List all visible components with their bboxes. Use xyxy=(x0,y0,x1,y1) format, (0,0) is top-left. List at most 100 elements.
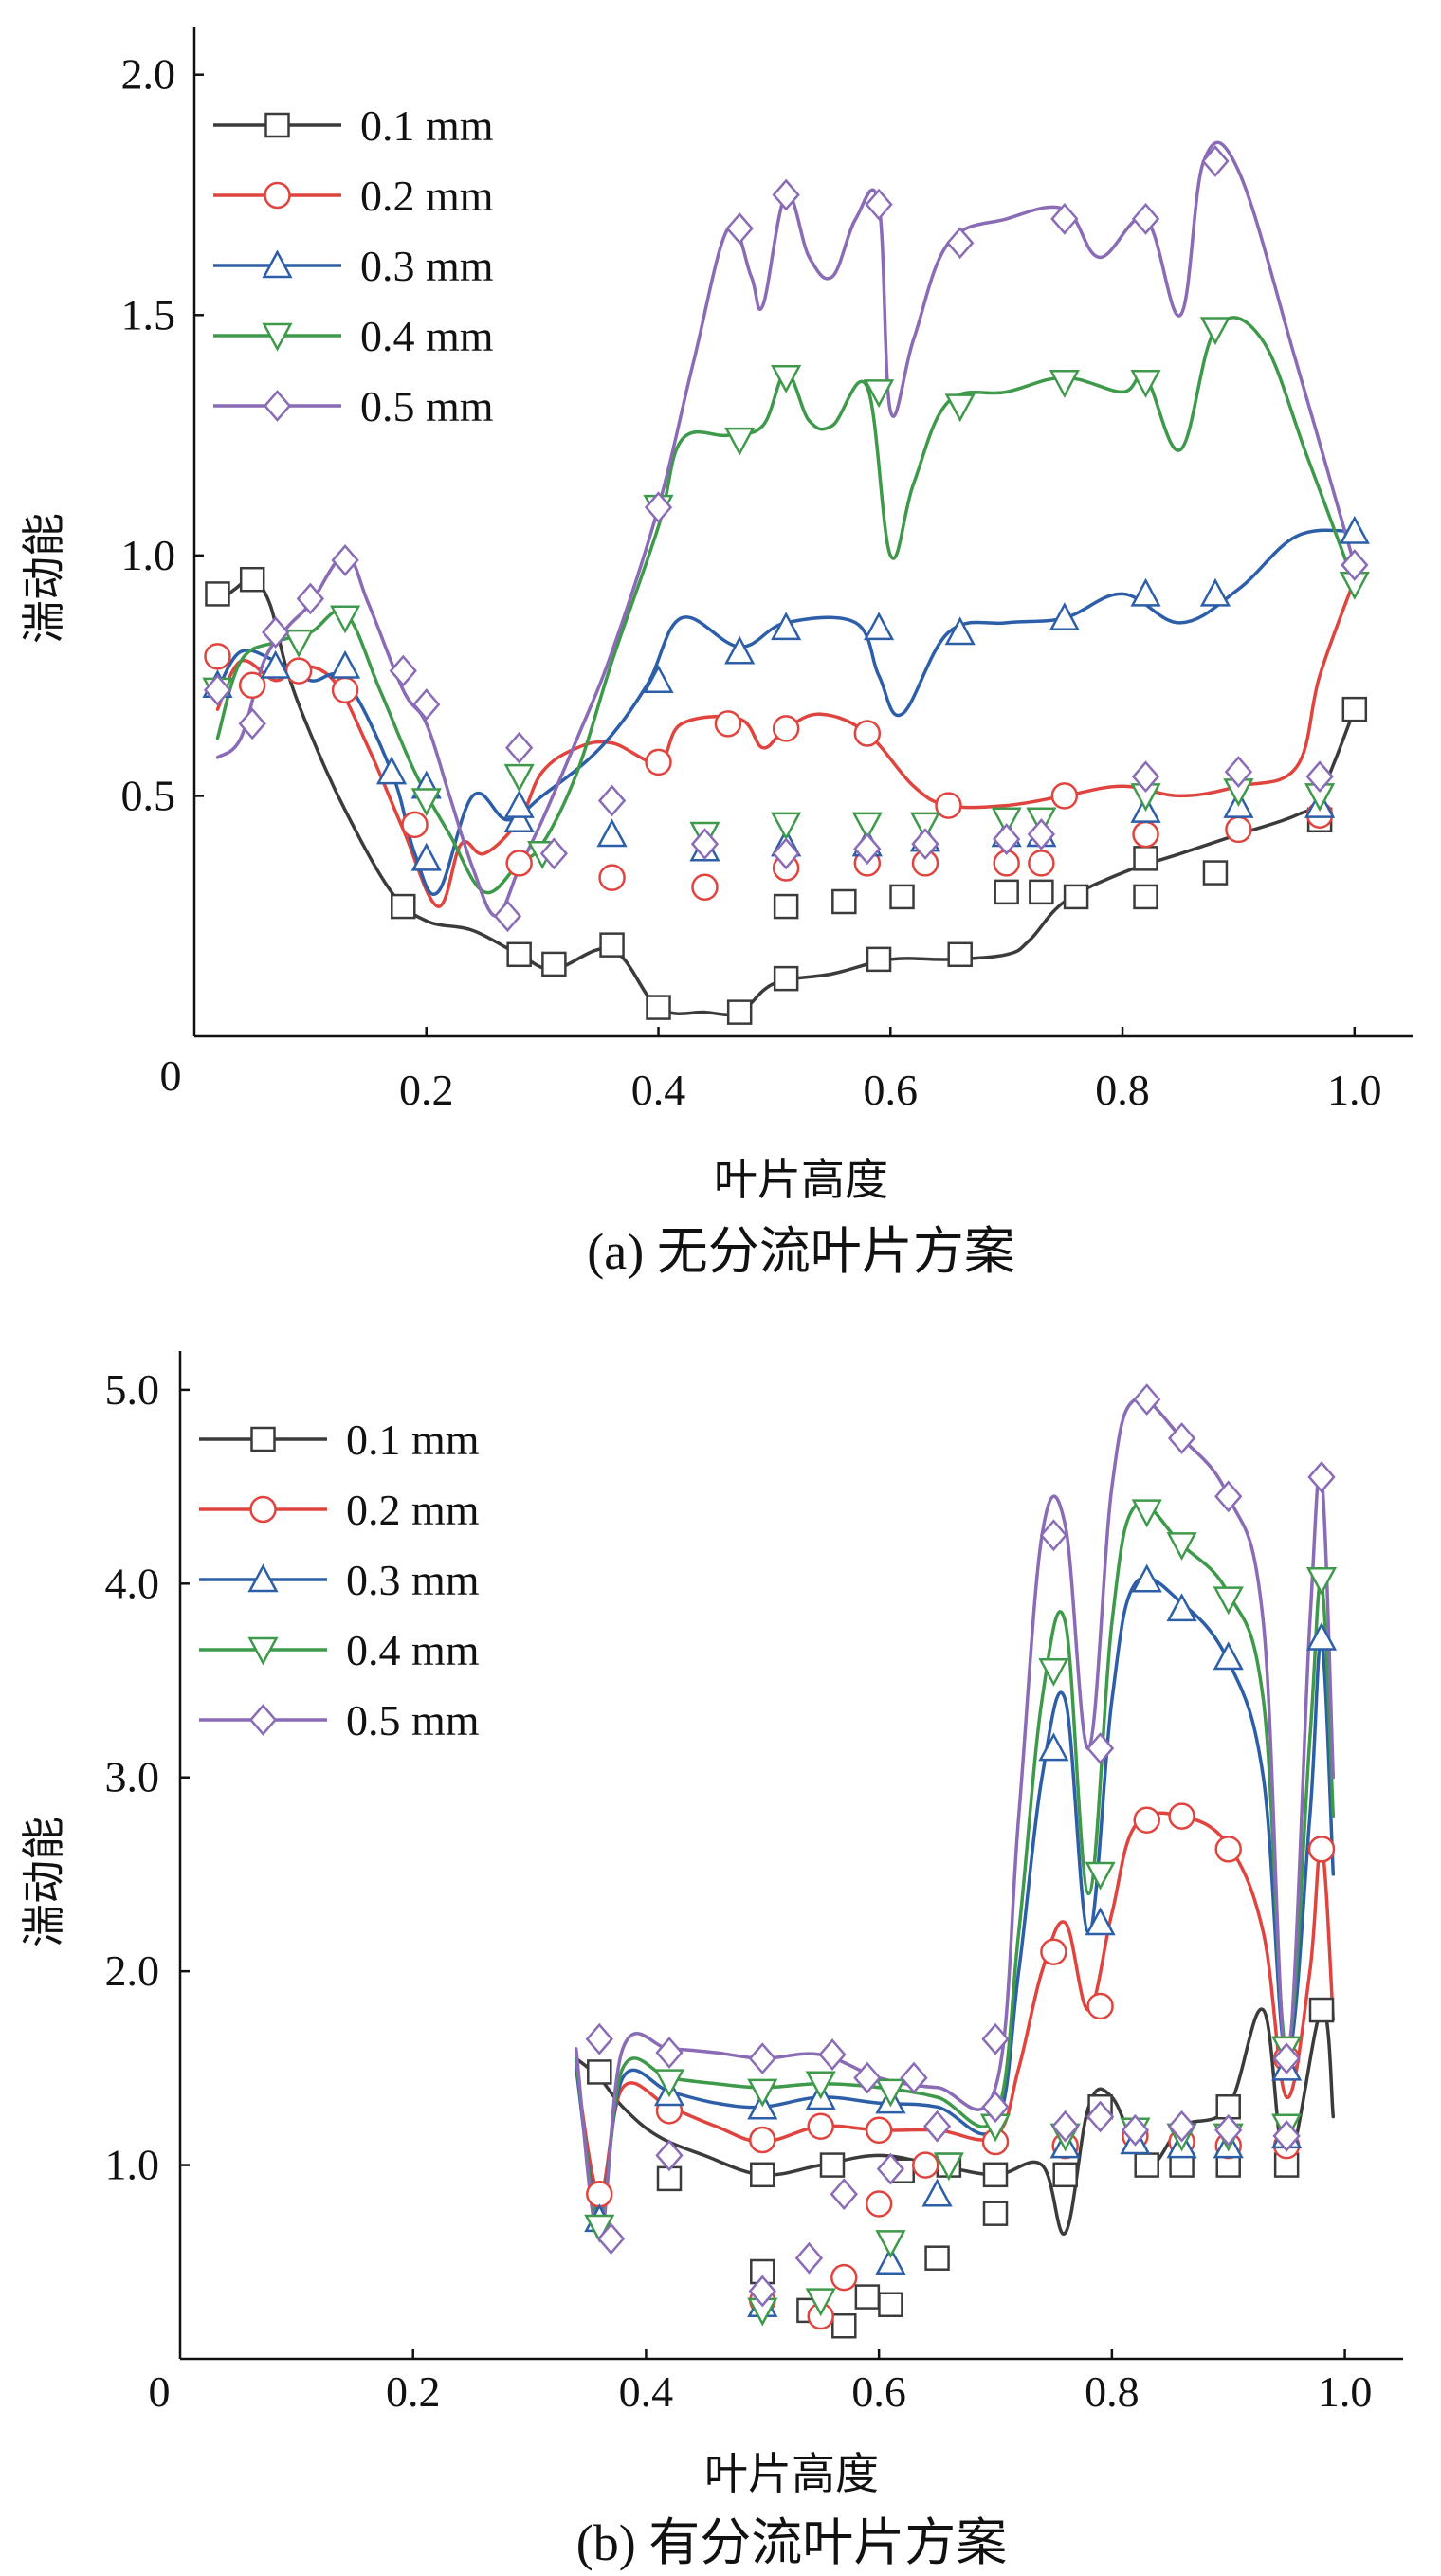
data-point-a-1-19 xyxy=(853,720,882,747)
data-point-a-2-5 xyxy=(503,804,535,833)
data-point-b-3-13 xyxy=(805,2288,836,2317)
legend-label-b-3: 0.4 mm xyxy=(346,1626,480,1674)
data-point-a-0-3 xyxy=(506,941,532,968)
legend-marker-b-1 xyxy=(249,1495,277,1524)
data-point-a-4-16 xyxy=(1050,202,1079,235)
data-point-b-1-2 xyxy=(749,2126,776,2154)
data-point-a-1-13 xyxy=(1132,820,1159,849)
legend-label-b-1: 0.2 mm xyxy=(346,1486,480,1534)
legend-marker-a-4 xyxy=(263,390,292,422)
data-point-a-4-22 xyxy=(853,832,882,866)
data-point-a-4-15 xyxy=(946,227,975,260)
data-point-a-0-12 xyxy=(831,888,857,915)
data-point-a-3-4 xyxy=(503,763,535,793)
data-point-b-0-19 xyxy=(819,2152,846,2178)
y-tick-label-b-1: 2.0 xyxy=(105,1946,160,1995)
data-point-b-3-4 xyxy=(875,2078,906,2108)
data-point-a-0-8 xyxy=(773,965,799,992)
legend-marker-b-4 xyxy=(248,1704,278,1736)
series-line-b-1 xyxy=(574,1811,1336,2196)
data-point-b-1-8 xyxy=(1133,1806,1160,1834)
x-tick-label-b-2: 0.6 xyxy=(851,2367,906,2416)
data-point-b-4-16 xyxy=(748,2275,776,2308)
data-point-a-3-17 xyxy=(851,812,883,841)
data-point-b-3-7 xyxy=(1131,1499,1162,1528)
legend-marker-a-1 xyxy=(264,181,291,210)
data-point-b-0-12 xyxy=(1134,2152,1159,2178)
legend-label-b-0: 0.1 mm xyxy=(346,1416,480,1464)
data-point-b-3-6 xyxy=(1085,1861,1116,1891)
data-point-a-3-8 xyxy=(771,364,802,393)
data-point-b-4-7 xyxy=(981,2022,1010,2055)
series-markers-a xyxy=(202,145,1370,1025)
data-point-b-4-18 xyxy=(830,2178,858,2211)
data-point-b-4-20 xyxy=(922,2110,952,2143)
y-axis-title-a: 湍动能 xyxy=(18,513,69,644)
data-point-a-4-4 xyxy=(331,544,359,576)
data-point-b-4-24 xyxy=(1121,2113,1150,2147)
legend-marker-b-0 xyxy=(250,1426,276,1452)
x-tick-label-b-0: 0.2 xyxy=(386,2367,441,2416)
data-point-a-2-17 xyxy=(596,818,628,848)
data-point-a-1-20 xyxy=(935,792,962,819)
data-point-b-1-6 xyxy=(1040,1938,1067,1965)
data-point-b-4-2 xyxy=(655,2037,684,2069)
data-point-b-0-4 xyxy=(831,2312,857,2339)
x-tick-label-a-4: 1.0 xyxy=(1327,1066,1382,1114)
data-point-b-4-12 xyxy=(1214,1480,1243,1513)
data-point-b-4-3 xyxy=(748,2042,776,2075)
data-point-b-3-9 xyxy=(1213,1586,1244,1616)
data-point-a-2-13 xyxy=(1199,577,1231,607)
legend-label-a-1: 0.2 mm xyxy=(360,172,494,220)
data-point-a-4-2 xyxy=(262,616,290,649)
data-point-a-4-5 xyxy=(389,654,417,687)
data-point-a-2-1 xyxy=(260,649,291,679)
data-point-a-3-19 xyxy=(991,807,1022,836)
data-point-a-0-7 xyxy=(726,999,753,1025)
caption-a: (a) 无分流叶片方案 xyxy=(587,1223,1014,1280)
data-point-a-1-0 xyxy=(204,643,231,670)
data-point-b-2-6 xyxy=(1085,1907,1116,1936)
data-point-a-2-10 xyxy=(944,616,976,646)
data-point-b-4-23 xyxy=(1085,2100,1115,2133)
x-tick-label-a-3: 0.8 xyxy=(1095,1066,1150,1114)
data-point-b-4-25 xyxy=(1167,2110,1196,2143)
series-lines-b xyxy=(574,1396,1336,2241)
y-tick-label-b-3: 4.0 xyxy=(105,1559,160,1607)
data-point-a-4-18 xyxy=(1201,145,1230,177)
data-point-b-0-8 xyxy=(982,2201,1009,2226)
data-point-a-0-19 xyxy=(1133,846,1158,871)
data-point-a-3-11 xyxy=(1049,370,1080,398)
x-tick-label-a-2: 0.6 xyxy=(864,1066,919,1114)
y-tick-label-a-3: 2.0 xyxy=(121,50,176,99)
data-point-a-3-9 xyxy=(863,379,895,409)
data-point-a-4-11 xyxy=(644,491,673,524)
x-axis-title-a: 叶片高度 xyxy=(714,1154,888,1205)
data-point-b-1-9 xyxy=(1168,1802,1195,1830)
legend-marker-b-3 xyxy=(247,1636,279,1666)
legend-label-a-2: 0.3 mm xyxy=(360,242,494,290)
data-point-a-1-17 xyxy=(714,710,742,738)
y-tick-label-b-0: 1.0 xyxy=(105,2141,160,2189)
data-point-a-4-13 xyxy=(772,178,800,211)
data-point-b-4-15 xyxy=(655,2139,684,2172)
data-point-a-0-17 xyxy=(1133,884,1158,910)
data-point-a-1-18 xyxy=(772,715,800,742)
data-point-a-0-4 xyxy=(541,951,567,977)
data-point-b-0-0 xyxy=(587,2059,612,2085)
data-point-b-4-10 xyxy=(1133,1383,1161,1416)
series-markers-b xyxy=(584,1383,1338,2339)
x-axis-title-b: 叶片高度 xyxy=(704,2448,879,2499)
x-tick-label-b-1: 0.4 xyxy=(619,2367,674,2416)
data-point-a-0-13 xyxy=(889,884,915,910)
data-point-a-2-14 xyxy=(1339,515,1370,544)
data-point-b-4-26 xyxy=(1214,2113,1243,2147)
data-point-a-2-2 xyxy=(330,649,361,679)
data-point-a-0-11 xyxy=(773,893,799,920)
data-point-a-0-10 xyxy=(947,941,973,968)
data-point-a-2-3 xyxy=(375,756,408,785)
data-point-a-4-26 xyxy=(1131,760,1160,794)
data-point-a-4-25 xyxy=(1027,818,1056,850)
origin-label-b: 0 xyxy=(149,2367,171,2416)
data-point-b-1-7 xyxy=(1086,1992,1114,2020)
